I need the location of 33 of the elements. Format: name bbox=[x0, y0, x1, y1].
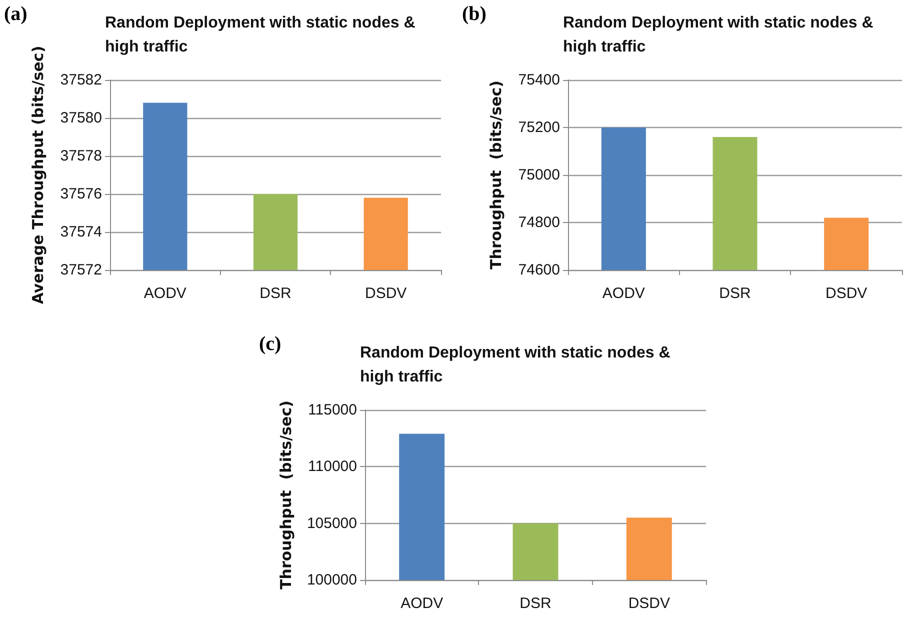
x-tick-label: AODV bbox=[144, 285, 186, 302]
chart-title: Random Deployment with static nodes & high traffic bbox=[360, 344, 675, 386]
y-axis-title: Throughput (bits/sec) bbox=[277, 400, 296, 590]
text: (a) bbox=[4, 3, 28, 25]
y-tick-label: 37574 bbox=[60, 224, 102, 240]
y-tick-label: 75400 bbox=[518, 72, 560, 88]
y-tick-label: 74800 bbox=[518, 214, 560, 231]
y-tick-label: 110000 bbox=[308, 458, 357, 476]
y-tick-label: 75000 bbox=[518, 166, 560, 184]
y-tick-label: 105000 bbox=[306, 514, 357, 532]
y-tick-label: 115000 bbox=[308, 402, 357, 418]
y-tick-label: 100000 bbox=[306, 572, 357, 588]
x-tick-label: AODV bbox=[602, 285, 645, 302]
x-tick-label: AODV bbox=[400, 595, 444, 612]
text: (c) bbox=[259, 333, 282, 355]
x-tick-label: DSDV bbox=[825, 285, 868, 302]
y-axis-title: Throughput (bits/sec) bbox=[487, 80, 505, 270]
x-tick-label: DSDV bbox=[628, 595, 670, 612]
x-tick-label: DSR bbox=[719, 285, 751, 302]
y-tick-label: 75200 bbox=[518, 119, 560, 136]
chart-title: Random Deployment with static nodes & high traffic bbox=[563, 14, 878, 56]
y-tick-label: 37572 bbox=[60, 262, 102, 278]
y-tick-label: 74600 bbox=[518, 262, 560, 278]
x-tick-label: DSR bbox=[260, 285, 292, 302]
y-tick-label: 37576 bbox=[60, 186, 102, 202]
y-tick-label: 37578 bbox=[60, 148, 102, 164]
y-tick-label: 37580 bbox=[60, 110, 102, 126]
text: (b) bbox=[462, 3, 486, 25]
y-axis-title: Average Throughput (bits/sec) bbox=[29, 46, 47, 304]
chart-title: Random Deployment with static nodes & high traffic bbox=[105, 14, 420, 56]
x-tick-label: DSR bbox=[520, 595, 552, 612]
y-tick-label: 37582 bbox=[60, 72, 102, 88]
x-tick-label: DSDV bbox=[364, 285, 407, 302]
